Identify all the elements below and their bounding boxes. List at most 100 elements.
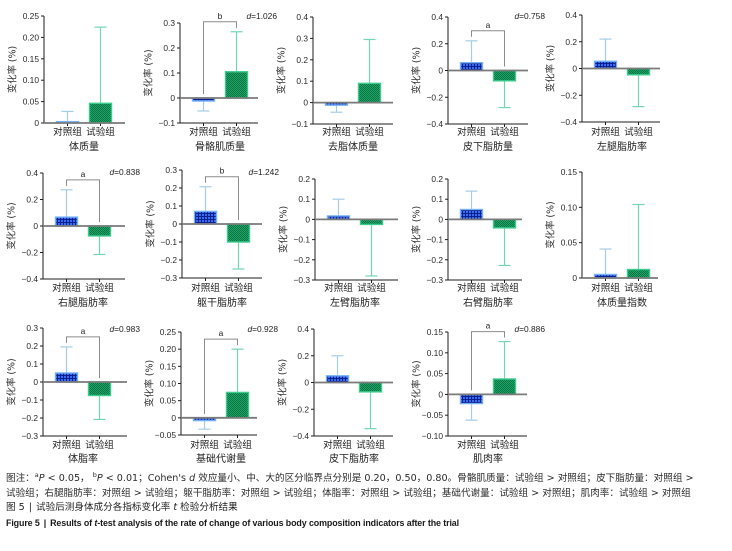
y-tick-label: 0.2 — [565, 37, 577, 47]
y-tick-label: 0 — [33, 377, 38, 387]
bar-control — [54, 216, 79, 227]
cohen-text: 效应量小、中、大的区分临界点分别是 0.20，0.50，0.80。 — [195, 473, 458, 484]
category-label: 试验组 — [222, 126, 251, 138]
effect-size-value: =0.928 — [252, 324, 278, 334]
significance-bracket — [66, 336, 100, 378]
t-symbol: t — [94, 517, 98, 528]
category-label: 试验组 — [490, 439, 519, 451]
y-tick-label: 0.20 — [23, 32, 40, 42]
effect-size-value: =0.886 — [519, 324, 545, 334]
significance-label: b — [220, 166, 225, 176]
chart-title: 体质量指数 — [597, 296, 647, 309]
y-tick-label: −0.10 — [422, 431, 444, 441]
bar-control — [193, 210, 218, 225]
category-label: 试验组 — [357, 282, 386, 294]
y-tick-label: 0.1 — [298, 194, 310, 204]
y-tick-label: 0 — [303, 98, 308, 108]
y-tick-label: 0.1 — [26, 359, 38, 369]
category-label: 对照组 — [591, 282, 620, 294]
chart-title: 体质量 — [69, 141, 99, 153]
y-axis-label: 变化率 (%) — [411, 47, 423, 94]
y-tick-label: 0.10 — [561, 202, 578, 212]
y-axis-label: 变化率 (%) — [6, 202, 18, 249]
y-axis-label: 变化率 (%) — [278, 206, 290, 253]
category-label: 对照组 — [591, 126, 620, 138]
y-tick-label: 0.2 — [296, 55, 308, 65]
y-axis-label: 变化率 (%) — [411, 206, 423, 253]
y-tick-label: 0.1 — [431, 194, 443, 204]
bar-experimental — [226, 223, 251, 243]
figure-title-en-text: Results of — [50, 517, 95, 528]
significance-bracket — [471, 30, 505, 67]
y-tick-label: 0.15 — [23, 54, 40, 64]
p-symbol: P — [38, 473, 45, 484]
y-tick-label: −0.4 — [426, 119, 443, 129]
significance-bracket — [205, 176, 239, 220]
category-label: 对照组 — [322, 126, 351, 138]
figure-title-cn-text-end: 检验分析结果 — [177, 502, 238, 514]
y-tick-label: 0.2 — [431, 174, 443, 184]
chart-title: 躯干脂肪率 — [197, 296, 247, 309]
significance-label: a — [486, 20, 491, 30]
category-label: 试验组 — [223, 439, 252, 451]
chart-title: 体脂率 — [68, 452, 98, 465]
y-tick-label: 0.3 — [296, 33, 308, 43]
y-tick-label: 0 — [572, 273, 577, 283]
y-tick-label: −0.1 — [160, 237, 177, 247]
effect-size-value: =1.242 — [253, 167, 279, 177]
note-prefix: 图注： — [6, 473, 35, 484]
chart-title: 基础代谢量 — [196, 452, 246, 465]
y-tick-label: −0.2 — [426, 255, 443, 265]
category-label: 对照组 — [324, 282, 353, 294]
category-label: 对照组 — [457, 439, 486, 451]
y-tick-label: 0.20 — [160, 344, 177, 354]
effect-size-label: d=0.886 — [514, 324, 545, 334]
y-tick-label: 0.25 — [160, 327, 177, 337]
bar-experimental — [225, 391, 250, 419]
y-tick-label: 0.15 — [561, 167, 578, 177]
y-tick-label: 0.1 — [165, 201, 177, 211]
effect-size-label: d=1.242 — [248, 167, 279, 177]
y-tick-label: −0.1 — [158, 118, 175, 128]
cohen-d-symbol: d — [189, 473, 196, 484]
effect-size-value: =0.983 — [114, 324, 140, 334]
figure-title-en-text-end: -test analysis of the rate of change of … — [97, 517, 460, 528]
category-label: 试验组 — [86, 126, 115, 138]
t-symbol: t — [173, 502, 178, 514]
figure-label-en: Figure 5 — [6, 517, 40, 528]
y-tick-label: 0 — [172, 219, 177, 229]
figure-title-cn-text: 试验后测身体成分各指标变化率 — [35, 502, 174, 514]
figure-caption: 图注：aP < 0.05， bP < 0.01；Cohen's d 效应量小、中… — [6, 472, 696, 530]
effect-size-value: =0.758 — [519, 11, 545, 21]
y-tick-label: −0.3 — [293, 275, 310, 285]
category-label: 试验组 — [355, 126, 384, 138]
y-tick-label: 0 — [304, 378, 309, 388]
y-tick-label: 0.10 — [23, 75, 40, 85]
y-tick-label: 0.2 — [298, 174, 310, 184]
bar-experimental — [492, 218, 517, 229]
effect-size-symbol: d — [514, 11, 519, 21]
sig-b-mark: b — [92, 471, 97, 479]
chart-title: 皮下脂肪率 — [329, 452, 379, 465]
y-tick-label: 0.05 — [23, 97, 40, 107]
category-label: 试验组 — [624, 282, 653, 294]
y-tick-label: 0.05 — [561, 238, 578, 248]
y-tick-label: −0.4 — [560, 117, 577, 127]
significance-bracket — [204, 338, 238, 414]
y-tick-label: −0.3 — [426, 275, 443, 285]
y-tick-label: 0.4 — [431, 12, 443, 22]
y-tick-label: 0 — [572, 64, 577, 74]
category-label: 对照组 — [323, 439, 352, 451]
y-tick-label: −0.2 — [560, 90, 577, 100]
y-tick-label: −0.05 — [422, 410, 444, 420]
y-tick-label: −0.05 — [155, 430, 177, 440]
chart-title: 左臂脂肪率 — [330, 296, 380, 309]
y-tick-label: 0.2 — [26, 341, 38, 351]
figure-note: 图注：aP < 0.05， bP < 0.01；Cohen's d 效应量小、中… — [6, 472, 696, 501]
bar-experimental — [358, 381, 383, 393]
